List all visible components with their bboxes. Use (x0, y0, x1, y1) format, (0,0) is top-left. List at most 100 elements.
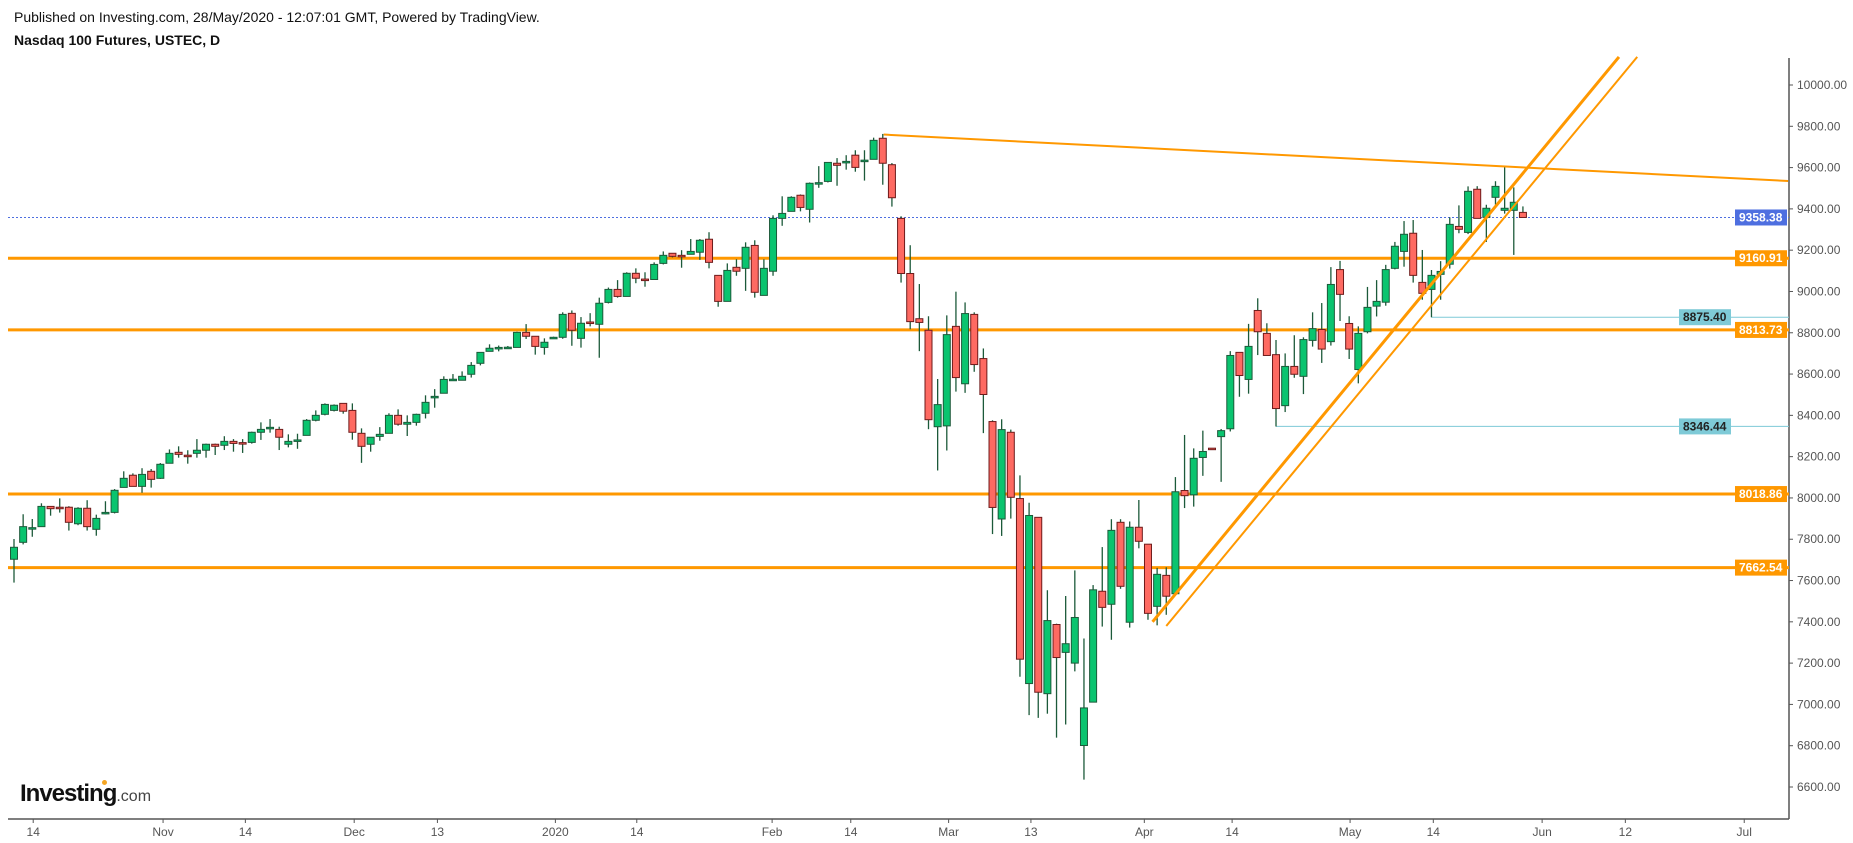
candle-body (778, 212, 787, 219)
candle (485, 344, 494, 352)
investing-logo: Investing.com (20, 780, 151, 808)
candle (1409, 220, 1418, 283)
candle-body (512, 331, 521, 348)
candle-body (467, 364, 476, 375)
candle (988, 420, 997, 535)
candle (1070, 570, 1079, 672)
candle (787, 196, 796, 212)
candle (1299, 337, 1308, 395)
candle (668, 252, 677, 258)
candle-body (302, 419, 311, 436)
candle (1509, 187, 1518, 255)
candle-body (979, 358, 988, 395)
candles (10, 133, 1527, 780)
candle-body (759, 267, 768, 296)
candle (403, 415, 412, 436)
candle-body (1363, 306, 1372, 333)
candle (622, 272, 631, 297)
ray-price-label: 8346.44 (1683, 419, 1727, 433)
candle (64, 506, 73, 531)
candle-body (1299, 339, 1308, 377)
y-tick-label: 10000.00 (1797, 78, 1847, 92)
candle-body (1098, 590, 1107, 608)
y-tick-label: 9000.00 (1797, 284, 1841, 298)
candle-body (1198, 450, 1207, 458)
x-tick-label: 13 (1024, 825, 1038, 839)
candle-body (1345, 322, 1354, 350)
candle-body (522, 331, 531, 337)
y-tick-label: 9200.00 (1797, 243, 1841, 257)
candle (138, 468, 147, 493)
chart-title: Nasdaq 100 Futures, USTEC, D (14, 32, 221, 48)
candle-body (677, 254, 686, 258)
candle-body (366, 436, 375, 445)
y-tick-label: 8800.00 (1797, 326, 1841, 340)
candle-body (55, 506, 64, 510)
candle (1262, 323, 1271, 356)
candle (1518, 206, 1527, 218)
candle (1308, 312, 1317, 347)
candle-body (1281, 365, 1290, 407)
candle (448, 374, 457, 382)
candle (1061, 596, 1070, 725)
x-tick-label: May (1339, 825, 1362, 839)
x-tick-label: 14 (1225, 825, 1239, 839)
candle (1326, 267, 1335, 346)
candle-body (83, 507, 92, 528)
candle (1473, 186, 1482, 219)
y-tick-label: 7800.00 (1797, 532, 1841, 546)
candle-body (942, 334, 951, 427)
candle-body (659, 254, 668, 264)
candle-body (128, 474, 137, 487)
candle (1226, 351, 1235, 432)
candle-body (668, 252, 677, 257)
candle-body (887, 164, 896, 199)
level-price-label: 8018.86 (1739, 487, 1783, 501)
x-tick-label: 12 (1619, 825, 1633, 839)
candle (1290, 335, 1299, 378)
candle (705, 232, 714, 269)
level-price-label: 7662.54 (1739, 561, 1783, 575)
candle (293, 433, 302, 449)
candle-body (37, 505, 46, 528)
candle-body (1162, 574, 1171, 597)
candle (1025, 502, 1034, 716)
y-tick-label: 8400.00 (1797, 408, 1841, 422)
candle (366, 436, 375, 452)
last-price-label-bg (1735, 209, 1787, 226)
candle (878, 133, 887, 185)
candle-body (412, 413, 421, 423)
ray-price-label: 8875.40 (1683, 310, 1727, 324)
candle-body (814, 182, 823, 185)
candle (1217, 428, 1226, 482)
candle (339, 402, 348, 414)
candle-body (1244, 345, 1253, 380)
y-tick-label: 7200.00 (1797, 656, 1841, 670)
candle-body (1491, 185, 1500, 198)
x-tick-label: 14 (630, 825, 644, 839)
candle (1345, 316, 1354, 359)
candle-body (320, 403, 329, 415)
candle-body (1089, 589, 1098, 703)
candle (412, 413, 421, 426)
candle-body (1015, 498, 1024, 660)
candle-body (622, 272, 631, 297)
candle-body (394, 414, 403, 425)
candle-body (796, 194, 805, 208)
candle-body (549, 336, 558, 340)
candle-body (1518, 211, 1527, 218)
candle-body (458, 375, 467, 381)
candle (576, 317, 585, 348)
candle (769, 215, 778, 276)
candle (46, 505, 55, 516)
candle (183, 450, 192, 464)
logo-text: Investing (20, 780, 117, 807)
x-tick-label: Apr (1135, 825, 1154, 839)
candle (320, 403, 329, 416)
candle-body (604, 288, 613, 303)
x-tick-label: Mar (938, 825, 959, 839)
logo-dot-icon (102, 780, 107, 785)
candle-body (46, 505, 55, 510)
candle-body (1326, 283, 1335, 343)
